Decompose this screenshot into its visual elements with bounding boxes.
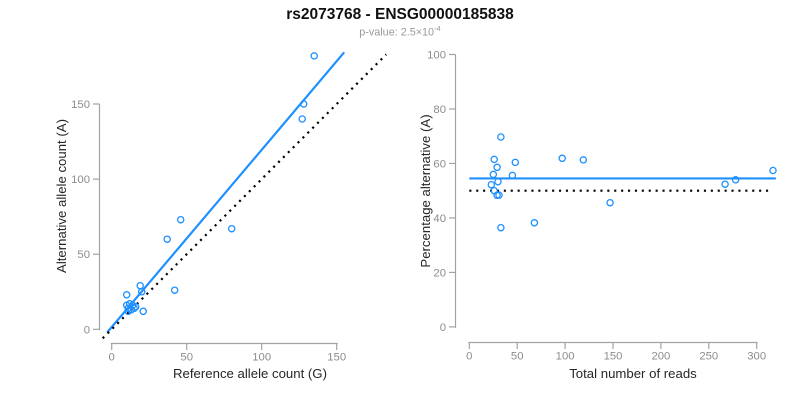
- left-panel-lines: [101, 51, 387, 340]
- data-point: [139, 307, 147, 316]
- data-point: [579, 156, 588, 164]
- data-point: [530, 219, 539, 227]
- page-title: rs2073768 - ENSG00000185838: [286, 6, 514, 23]
- data-point: [489, 170, 498, 179]
- data-point: [130, 304, 138, 313]
- data-point: [495, 191, 503, 199]
- x-tick-label: 50: [180, 352, 193, 364]
- data-point: [163, 235, 171, 243]
- x-tick-label: 0: [109, 352, 115, 364]
- data-point: [511, 158, 520, 167]
- data-point: [227, 224, 236, 233]
- data-point: [497, 133, 505, 141]
- data-point: [131, 303, 140, 311]
- data-point: [170, 286, 179, 294]
- y-tick-label: 100: [427, 50, 446, 62]
- y-tick-label: 150: [71, 99, 90, 111]
- y-tick-label: 100: [71, 174, 90, 186]
- y-tick-label: 0: [440, 322, 446, 334]
- x-tick-label: 300: [747, 351, 766, 363]
- y-tick-label: 20: [433, 267, 446, 279]
- right-panel-lines: [469, 177, 776, 192]
- data-point: [487, 180, 496, 189]
- right-panel-axes: 0 20 40 60 80 100 0 50 100 150 200 250 300: [427, 50, 766, 363]
- right-panel-points: [487, 133, 777, 232]
- data-point: [497, 223, 505, 232]
- y-tick-label: 0: [84, 324, 90, 336]
- y-tick-label: 80: [433, 104, 446, 116]
- fit-line: [106, 51, 346, 334]
- x-tick-label: 150: [604, 351, 623, 363]
- data-point: [137, 288, 146, 296]
- left-y-axis-title: Alternative allele count (A): [54, 119, 69, 273]
- data-point: [731, 176, 740, 184]
- left-panel-allele-counts: 0 50 100 150 0 50 100 150 Reference allele coun…: [54, 51, 387, 381]
- x-tick-label: 50: [511, 351, 524, 363]
- pvalue-subtitle: p-value: 2.5×10-4: [0, 24, 800, 39]
- identity-line: [101, 53, 387, 340]
- right-x-axis-title: Total number of reads: [569, 366, 697, 381]
- pvalue-exponent: -4: [434, 24, 441, 33]
- data-point: [769, 166, 777, 175]
- pvalue-base: p-value: 2.5×10: [359, 26, 435, 39]
- data-point: [494, 177, 502, 186]
- left-panel-axes: 0 50 100 150 0 50 100 150: [71, 99, 346, 364]
- data-point: [299, 100, 308, 108]
- x-tick-label: 100: [252, 352, 271, 364]
- data-point: [298, 115, 306, 123]
- data-point: [558, 154, 566, 163]
- data-point: [136, 281, 144, 290]
- data-point: [493, 163, 501, 172]
- x-tick-label: 0: [466, 351, 472, 363]
- data-point: [508, 171, 517, 180]
- y-tick-label: 40: [433, 213, 446, 225]
- left-panel-points: [122, 52, 318, 316]
- data-point: [310, 52, 318, 60]
- x-tick-label: 250: [699, 351, 718, 363]
- x-tick-label: 200: [651, 351, 670, 363]
- data-point: [176, 215, 185, 224]
- data-point: [606, 198, 614, 207]
- data-point: [122, 291, 131, 299]
- x-tick-label: 150: [327, 352, 346, 364]
- right-panel-percentage: 0 20 40 60 80 100 0 50 100 150 200 250 300 Total num…: [418, 50, 777, 381]
- left-x-axis-title: Reference allele count (G): [173, 366, 327, 381]
- y-tick-label: 50: [77, 249, 90, 261]
- data-point: [721, 180, 729, 188]
- y-tick-label: 60: [433, 158, 446, 170]
- x-tick-label: 100: [556, 351, 575, 363]
- data-point: [490, 155, 498, 164]
- right-y-axis-title: Percentage alternative (A): [418, 114, 433, 267]
